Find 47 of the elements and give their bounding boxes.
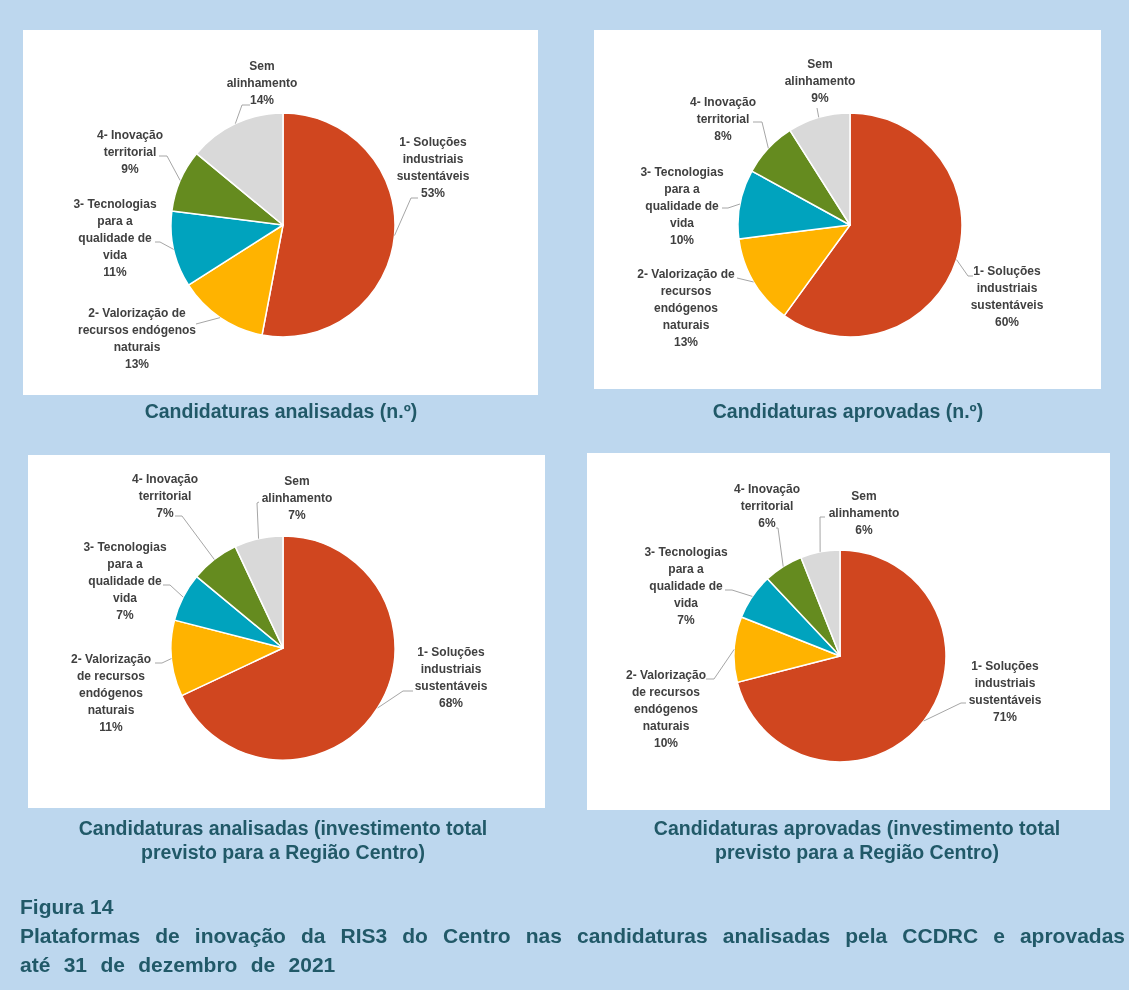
slice-label: Sem alinhamento (261, 474, 333, 505)
slice-label: 1- Soluções industriais sustentáveis (968, 659, 1042, 707)
slice-label: 4- Inovação territorial (689, 95, 757, 126)
data-label: 13% (673, 335, 699, 349)
slice-label: 3- Tecnologias para a qualidade de vida (640, 165, 724, 230)
data-label: 13% (124, 357, 150, 371)
slice-label: 3- Tecnologias para a qualidade de vida (73, 197, 157, 262)
text: Figura 14 (20, 894, 115, 920)
data-label: 9% (811, 91, 829, 105)
text: Candidaturas aprovadas (n.º) (711, 399, 985, 423)
slice-label: 4- Inovação territorial (733, 482, 801, 513)
data-label: 7% (677, 613, 695, 627)
data-label: 11% (103, 265, 128, 279)
data-label: 60% (994, 315, 1020, 329)
text: Candidaturas analisadas (n.º) (143, 399, 419, 423)
data-label: 10% (653, 736, 679, 750)
data-label: 14% (249, 93, 275, 107)
slice-label: 3- Tecnologias para a qualidade de vida (644, 545, 728, 610)
data-label: 11% (99, 720, 124, 734)
data-label: 9% (121, 162, 139, 176)
text: Candidaturas analisadas (investimento total previsto para a Região Centro) (77, 816, 489, 864)
data-label: 8% (714, 129, 732, 143)
pie-slice (736, 549, 947, 763)
slice-label: Sem alinhamento (226, 59, 298, 90)
slice-label: 2- Valorização de recursos endógenos naturais (77, 306, 197, 354)
data-label: 71% (992, 710, 1018, 724)
slice-label: Sem alinhamento (784, 57, 856, 88)
slice-label: 4- Inovação territorial (131, 472, 199, 503)
text: Plataformas de inovação da RIS3 do Centro nas candidaturas analisadas pela CCDRC e aprovadas até 31 de dezembro de 2021 (20, 923, 1125, 978)
slice-label: 1- Soluções industriais sustentáveis (396, 135, 470, 183)
text: Candidaturas aprovadas (investimento total previsto para a Região Centro) (652, 816, 1062, 864)
data-label: 6% (758, 516, 776, 530)
slice-label: 2- Valorização de recursos endógenos naturais (637, 267, 736, 332)
slice-label: 4- Inovação territorial (96, 128, 164, 159)
slice-label: 2- Valorização de recursos endógenos naturais (70, 652, 152, 717)
data-label: 7% (288, 508, 306, 522)
slice-label: 1- Soluções industriais sustentáveis (970, 264, 1044, 312)
data-label: 7% (156, 506, 174, 520)
data-label: 53% (420, 186, 446, 200)
data-label: 6% (855, 523, 873, 537)
data-label: 10% (669, 233, 695, 247)
data-label: 7% (116, 608, 134, 622)
data-label: 68% (438, 696, 464, 710)
slice-label: 1- Soluções industriais sustentáveis (414, 645, 488, 693)
slice-label: Sem alinhamento (828, 489, 900, 520)
slice-label: 3- Tecnologias para a qualidade de vida (83, 540, 167, 605)
slice-label: 2- Valorização de recursos endógenos naturais (625, 668, 707, 733)
